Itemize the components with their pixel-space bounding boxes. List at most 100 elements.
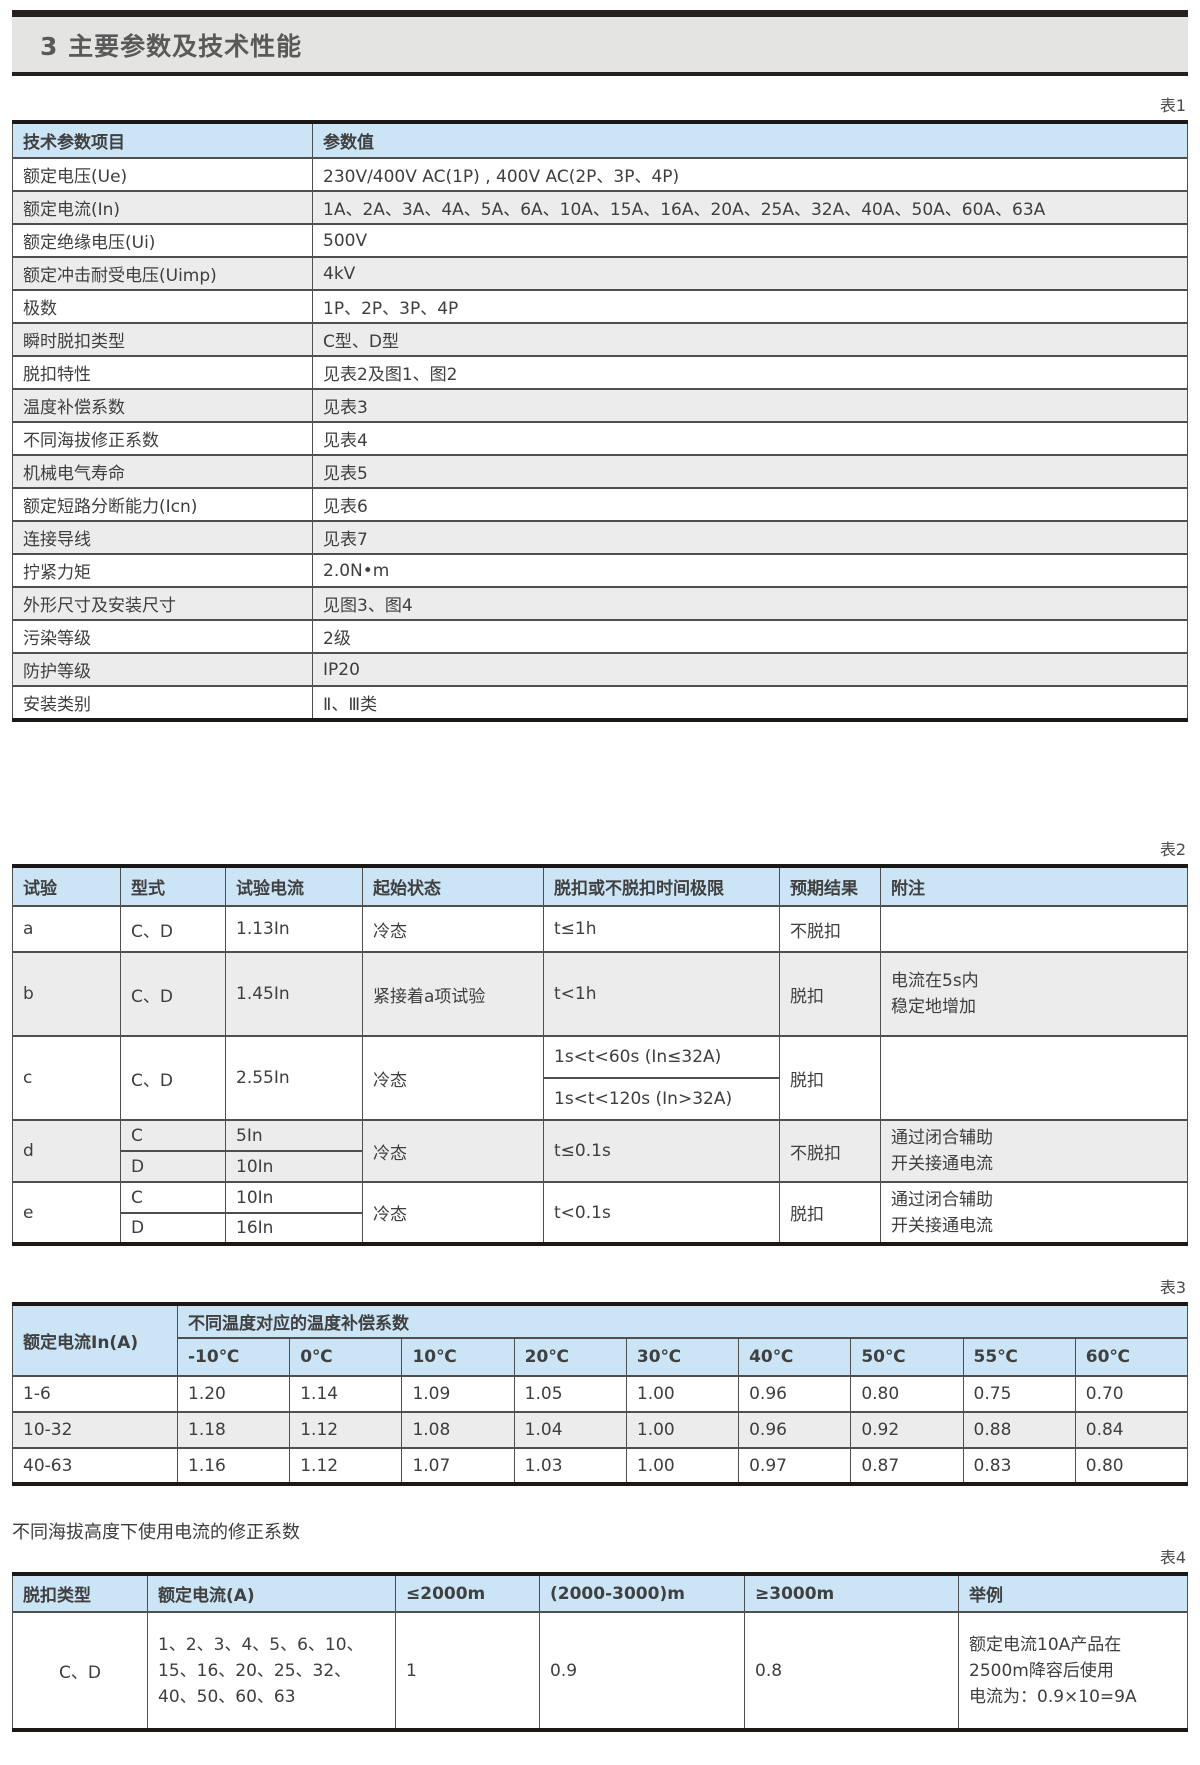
- altitude-correction-note: 不同海拔高度下使用电流的修正系数: [12, 1522, 300, 1543]
- table-row: 额定短路分断能力(Icn) 见表6: [12, 487, 1188, 522]
- table-row: 连接导线 见表7: [12, 520, 1188, 555]
- temp-header: 0℃: [289, 1337, 403, 1377]
- param-item-cell: 极数: [12, 289, 313, 324]
- coef-cell: 1.14: [289, 1375, 403, 1413]
- temp-header: -10℃: [176, 1337, 291, 1377]
- coef-cell: 0.84: [1074, 1411, 1189, 1449]
- param-value-cell: 见表4: [312, 421, 1188, 456]
- factor-mid-cell: 0.9: [539, 1611, 745, 1731]
- table3-corner-header: 额定电流In(A): [12, 1303, 178, 1377]
- table2-caption: 表2: [1159, 840, 1186, 859]
- coef-cell: 0.88: [962, 1411, 1076, 1449]
- table4-header-example: 举例: [958, 1573, 1188, 1613]
- table2-header-start: 起始状态: [362, 865, 544, 907]
- param-item-cell: 污染等级: [12, 619, 313, 654]
- type-cell: D: [120, 1150, 226, 1183]
- table2-trip-tests: 试验 型式 试验电流 起始状态 脱扣或不脱扣时间极限 预期结果 附注 a C、D…: [12, 864, 1188, 1246]
- result-cell: 不脱扣: [779, 1119, 881, 1183]
- current-line: 40、50、60、63: [158, 1686, 296, 1707]
- param-item-cell: 脱扣特性: [12, 355, 313, 390]
- coef-cell: 0.75: [962, 1375, 1076, 1413]
- table1-header-row: 技术参数项目 参数值: [12, 121, 1188, 159]
- type-cell: C、D: [120, 905, 226, 953]
- table1-header-item: 技术参数项目: [12, 121, 313, 159]
- coef-cell: 1.00: [625, 1375, 740, 1413]
- param-value-cell: 见图3、图4: [312, 586, 1188, 621]
- type-cell: C: [120, 1119, 226, 1152]
- table-row: 外形尺寸及安装尺寸 见图3、图4: [12, 586, 1188, 621]
- start-cell: 冷态: [362, 905, 544, 953]
- coef-cell: 1.18: [176, 1411, 291, 1449]
- table4-header-le2000: ≤2000m: [395, 1573, 540, 1613]
- test-row-a: a C、D 1.13In 冷态 t≤1h 不脱扣: [12, 905, 1188, 953]
- note-line: 开关接通电流: [891, 1154, 993, 1174]
- table2-header-note: 附注: [880, 865, 1188, 907]
- table2-header-type: 型式: [120, 865, 226, 907]
- note-line: 通过闭合辅助: [891, 1189, 993, 1210]
- coef-cell: 1.04: [513, 1411, 627, 1449]
- note-cell: [880, 1035, 1188, 1121]
- coef-cell: 0.80: [1074, 1447, 1189, 1485]
- param-value-cell: Ⅱ、Ⅲ类: [312, 685, 1188, 721]
- table2-header-time: 脱扣或不脱扣时间极限: [543, 865, 780, 907]
- param-item-cell: 瞬时脱扣类型: [12, 322, 313, 357]
- test-row-e: e C 10In 冷态 t<0.1s 脱扣 通过闭合辅助 开关接通电流: [12, 1181, 1188, 1245]
- table4-header-type: 脱扣类型: [12, 1573, 148, 1613]
- current-cell: 1.13In: [225, 905, 363, 953]
- coef-cell: 1.03: [513, 1447, 627, 1485]
- time-cell: 1s<t<60s (In≤32A): [543, 1035, 780, 1079]
- coef-cell: 1.09: [401, 1375, 515, 1413]
- coef-row: 40-63 1.16 1.12 1.07 1.03 1.00 0.97 0.87…: [12, 1447, 1189, 1485]
- example-line: 2500m降容后使用: [969, 1660, 1114, 1681]
- table1-header-value: 参数值: [312, 121, 1188, 159]
- param-value-cell: 见表5: [312, 454, 1188, 489]
- table-row: 额定绝缘电压(Ui) 500V: [12, 223, 1188, 258]
- coef-cell: 1.20: [176, 1375, 291, 1413]
- table4-header-ge3000: ≥3000m: [744, 1573, 959, 1613]
- table2-header-current: 试验电流: [225, 865, 363, 907]
- table-row: 机械电气寿命 见表5: [12, 454, 1188, 489]
- coef-cell: 1.00: [625, 1447, 740, 1485]
- table-row: 额定冲击耐受电压(Uimp) 4kV: [12, 256, 1188, 291]
- param-item-cell: 额定短路分断能力(Icn): [12, 487, 313, 522]
- temp-header: 30℃: [625, 1337, 740, 1377]
- current-cell: 1.45In: [225, 951, 363, 1037]
- altitude-row: C、D 1、2、3、4、5、6、10、 15、16、20、25、32、 40、5…: [12, 1611, 1188, 1731]
- current-cell: 16In: [225, 1212, 363, 1245]
- coef-cell: 0.96: [738, 1411, 852, 1449]
- table-row: 防护等级 IP20: [12, 652, 1188, 687]
- current-line: 1、2、3、4、5、6、10、: [158, 1634, 364, 1655]
- start-cell: 冷态: [362, 1119, 544, 1183]
- time-cell: 1s<t<120s (In>32A): [543, 1077, 780, 1121]
- note-line: 电流在5s内: [891, 971, 979, 991]
- param-item-cell: 外形尺寸及安装尺寸: [12, 586, 313, 621]
- type-cell: C、D: [120, 1035, 226, 1121]
- param-item-cell: 额定电流(In): [12, 190, 313, 225]
- coef-cell: 1.00: [625, 1411, 740, 1449]
- table4-altitude-correction: 脱扣类型 额定电流(A) ≤2000m (2000-3000)m ≥3000m …: [12, 1572, 1188, 1732]
- factor-le2000-cell: 1: [395, 1611, 540, 1731]
- table4-header-row: 脱扣类型 额定电流(A) ≤2000m (2000-3000)m ≥3000m …: [12, 1573, 1188, 1613]
- current-cell: 10In: [225, 1181, 363, 1214]
- param-value-cell: 见表3: [312, 388, 1188, 423]
- current-range-cell: 1-6: [12, 1375, 178, 1413]
- param-value-cell: 见表2及图1、图2: [312, 355, 1188, 390]
- note-cell: 电流在5s内 稳定地增加: [880, 951, 1188, 1037]
- note-line: 通过闭合辅助: [891, 1128, 993, 1148]
- param-value-cell: 1P、2P、3P、4P: [312, 289, 1188, 324]
- temp-header: 20℃: [513, 1337, 627, 1377]
- table-row: 瞬时脱扣类型 C型、D型: [12, 322, 1188, 357]
- param-value-cell: 2级: [312, 619, 1188, 654]
- param-value-cell: 500V: [312, 223, 1188, 258]
- table-row: 安装类别 Ⅱ、Ⅲ类: [12, 685, 1188, 721]
- temp-header: 60℃: [1074, 1337, 1189, 1377]
- param-item-cell: 拧紧力矩: [12, 553, 313, 588]
- param-value-cell: 见表7: [312, 520, 1188, 555]
- time-cell: t≤1h: [543, 905, 780, 953]
- param-item-cell: 温度补偿系数: [12, 388, 313, 423]
- coef-cell: 0.87: [850, 1447, 964, 1485]
- table2-header-result: 预期结果: [779, 865, 881, 907]
- param-item-cell: 不同海拔修正系数: [12, 421, 313, 456]
- table4-header-mid: (2000-3000)m: [539, 1573, 745, 1613]
- param-value-cell: 2.0N•m: [312, 553, 1188, 588]
